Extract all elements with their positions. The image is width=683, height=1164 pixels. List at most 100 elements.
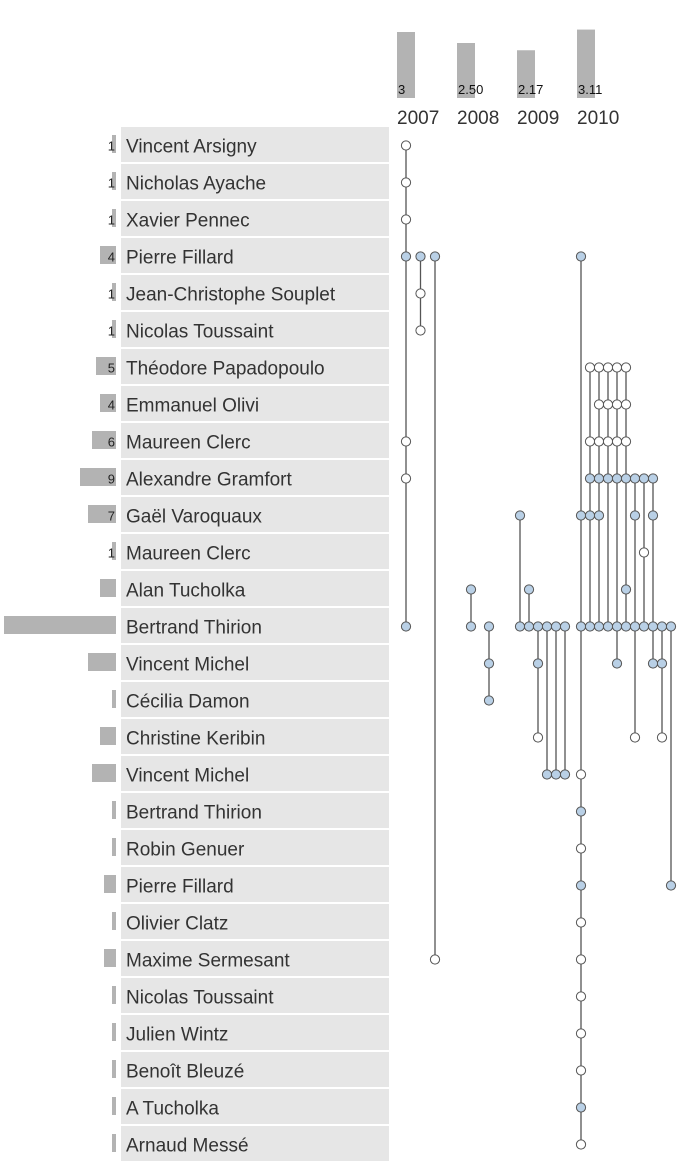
paper-author-node (575, 1139, 587, 1150)
paper-author-node (400, 473, 412, 484)
paper-author-node (523, 584, 535, 595)
year-average-label: 3 (398, 82, 405, 97)
author-name: Jean-Christophe Souplet (126, 285, 336, 306)
author-count-label: 1 (108, 139, 115, 154)
paper-author-node (532, 621, 544, 632)
author-count-bar (112, 135, 116, 153)
author-row-bg (121, 904, 389, 939)
author-row-bg (121, 1089, 389, 1124)
author-count-label: 7 (108, 509, 115, 524)
paper-author-node (483, 695, 495, 706)
author-name: A Tucholka (126, 1099, 219, 1120)
author-count-bar (4, 616, 116, 634)
author-row-bg (121, 238, 389, 273)
paper-author-node (611, 473, 623, 484)
author-count-label: 1 (108, 546, 115, 561)
author-name: Nicolas Toussaint (126, 322, 274, 343)
year-average-label: 3.11 (578, 82, 602, 97)
paper-author-node (629, 732, 641, 743)
paper-author-node (575, 843, 587, 854)
year-axis: 3 2007 2.50 2008 2.17 2009 3.11 2010 (397, 29, 619, 129)
author-name: Nicolas Toussaint (126, 988, 274, 1009)
author-row-bg (121, 349, 389, 384)
year-label: 2010 (577, 108, 619, 129)
paper-author-node (593, 621, 605, 632)
author-row-bg (121, 793, 389, 828)
paper-author-node (584, 510, 596, 521)
paper-author-node (575, 1065, 587, 1076)
author-name: Maureen Clerc (126, 544, 251, 565)
author-name: Maureen Clerc (126, 433, 251, 454)
paper-links (405, 145, 672, 1145)
author-count-bar (112, 320, 116, 338)
author-name: Christine Keribin (126, 729, 265, 750)
author-row-bg (121, 201, 389, 236)
paper-author-node (620, 584, 632, 595)
author-row-bg (121, 312, 389, 347)
author-count-bar (112, 1023, 116, 1041)
author-count-bar (112, 838, 116, 856)
author-count-bar (100, 579, 116, 597)
paper-author-node (415, 325, 426, 336)
author-count-bar (100, 727, 116, 745)
paper-author-node (541, 621, 553, 632)
paper-author-node (465, 584, 477, 595)
paper-author-node (575, 806, 587, 817)
author-row-bg (121, 978, 389, 1013)
author-name: Gaël Varoquaux (126, 507, 262, 528)
paper-author-node (620, 362, 632, 373)
paper-author-node (584, 362, 596, 373)
paper-author-node (620, 473, 632, 484)
author-row-bg (121, 423, 389, 458)
author-count-label: 1 (108, 287, 115, 302)
author-count-bar (96, 357, 116, 375)
author-count-label: 4 (108, 398, 115, 413)
author-name: Xavier Pennec (126, 211, 250, 232)
paper-author-node (465, 621, 477, 632)
paper-author-node (602, 621, 614, 632)
paper-author-node (400, 436, 412, 447)
paper-author-node (584, 473, 596, 484)
paper-author-node (532, 658, 544, 669)
paper-author-node (647, 510, 659, 521)
paper-author-node (629, 473, 641, 484)
paper-author-node (638, 473, 650, 484)
author-row-bg (121, 830, 389, 865)
paper-author-node (575, 1102, 587, 1113)
author-count-label: 1 (108, 213, 115, 228)
author-name: Vincent Arsigny (126, 137, 257, 158)
paper-author-node (593, 473, 605, 484)
author-name: Julien Wintz (126, 1025, 228, 1046)
author-row-bg (121, 1126, 389, 1161)
paper-author-node (602, 473, 614, 484)
author-row-bg (121, 534, 389, 569)
paper-author-node (575, 251, 587, 262)
author-count-label: 6 (108, 435, 115, 450)
author-count-bar (112, 542, 116, 560)
author-name: Alan Tucholka (126, 581, 246, 602)
author-count-label: 9 (108, 472, 115, 487)
author-row-bg (121, 719, 389, 754)
paper-author-node (638, 621, 650, 632)
paper-author-node (575, 510, 587, 521)
author-name: Cécilia Damon (126, 692, 250, 713)
paper-author-node (550, 769, 562, 780)
paper-author-node (629, 621, 641, 632)
author-count-bars: 1 1 1 4 1 1 5 4 6 9 7 1 (4, 135, 116, 1152)
author-count-label: 1 (108, 324, 115, 339)
year-average-bar (457, 43, 475, 98)
paper-author-node (611, 658, 623, 669)
author-name: Pierre Fillard (126, 248, 234, 269)
author-name: Bertrand Thirion (126, 618, 262, 639)
author-count-bar (112, 986, 116, 1004)
year-label: 2008 (457, 108, 499, 129)
paper-author-node (611, 621, 623, 632)
author-name: Maxime Sermesant (126, 951, 290, 972)
author-name: Benoît Bleuzé (126, 1062, 244, 1083)
author-count-bar (112, 172, 116, 190)
year-average-label: 2.17 (518, 82, 543, 97)
author-row-bg (121, 941, 389, 976)
author-count-bar (104, 875, 116, 893)
author-count-label: 5 (108, 361, 115, 376)
